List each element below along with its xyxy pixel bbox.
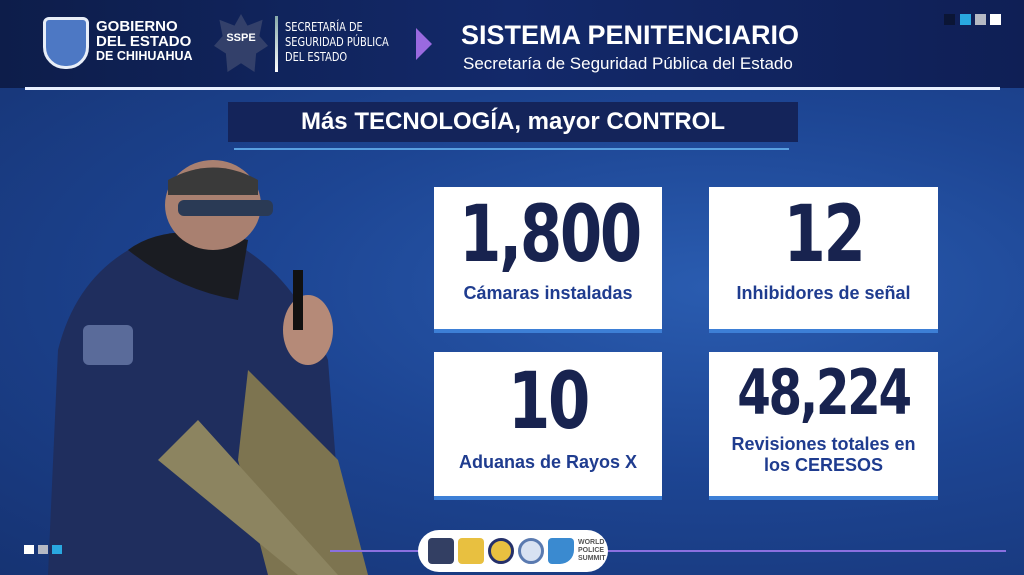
stat-card-inhibitors: 12 Inhibidores de señal [709, 187, 938, 333]
police-seal-logo [518, 538, 544, 564]
square-icon [975, 14, 986, 25]
stat-card-cameras: 1,800 Cámaras instaladas [434, 187, 662, 333]
banner-underline [234, 148, 789, 150]
footer-line [606, 550, 1006, 552]
calea-logo [458, 538, 484, 564]
page-title: SISTEMA PENITENCIARIO [461, 20, 800, 50]
stat-card-xray: 10 Aduanas de Rayos X [434, 352, 662, 500]
banner: Más TECNOLOGÍA, mayor CONTROL [228, 102, 798, 142]
sspe-line: SECRETARÍA DE [285, 20, 363, 34]
world-police-summit-logo [548, 538, 574, 564]
stat-label: Inhibidores de señal [736, 283, 911, 303]
square-icon [960, 14, 971, 25]
divider [275, 16, 278, 72]
sspe-name: SECRETARÍA DE SEGURIDAD PÚBLICA DEL ESTA… [285, 20, 389, 65]
gov-line: GOBIERNO [96, 18, 178, 35]
officer-photo [48, 160, 368, 575]
stat-value: 10 [508, 357, 590, 447]
calea-seal-logo [488, 538, 514, 564]
stat-label: Revisiones totales en los CERESOS [731, 434, 916, 475]
square-icon [38, 545, 48, 554]
sspe-logo [428, 538, 454, 564]
sspe-line: SEGURIDAD PÚBLICA [285, 35, 389, 49]
chihuahua-shield-logo [43, 17, 89, 69]
footer-line [330, 550, 420, 552]
sspe-line: DEL ESTADO [285, 50, 348, 64]
stat-value: 12 [783, 190, 866, 280]
stat-card-inspections: 48,224 Revisiones totales en los CERESOS [709, 352, 938, 500]
gov-line: DE CHIHUAHUA [96, 49, 193, 63]
square-icon [24, 545, 34, 554]
square-icon [52, 545, 62, 554]
partner-logos: WORLD POLICE SUMMIT [418, 530, 608, 572]
sspe-badge-text: SSPE [226, 32, 256, 44]
stat-value: 1,800 [459, 190, 642, 280]
square-icon [944, 14, 955, 25]
square-icon [990, 14, 1001, 25]
triangle-icon [416, 28, 432, 60]
page-subtitle: Secretaría de Seguridad Pública del Esta… [463, 54, 793, 73]
header-divider [25, 87, 1000, 90]
world-police-summit-text: WORLD POLICE SUMMIT [578, 539, 606, 562]
header [0, 0, 1024, 88]
gov-line: DEL ESTADO [96, 33, 192, 50]
stat-label: Aduanas de Rayos X [458, 452, 638, 472]
gov-name: GOBIERNO DEL ESTADO DE CHIHUAHUA [96, 19, 193, 64]
stat-value: 48,224 [737, 356, 912, 429]
stat-label: Cámaras instaladas [463, 283, 633, 303]
